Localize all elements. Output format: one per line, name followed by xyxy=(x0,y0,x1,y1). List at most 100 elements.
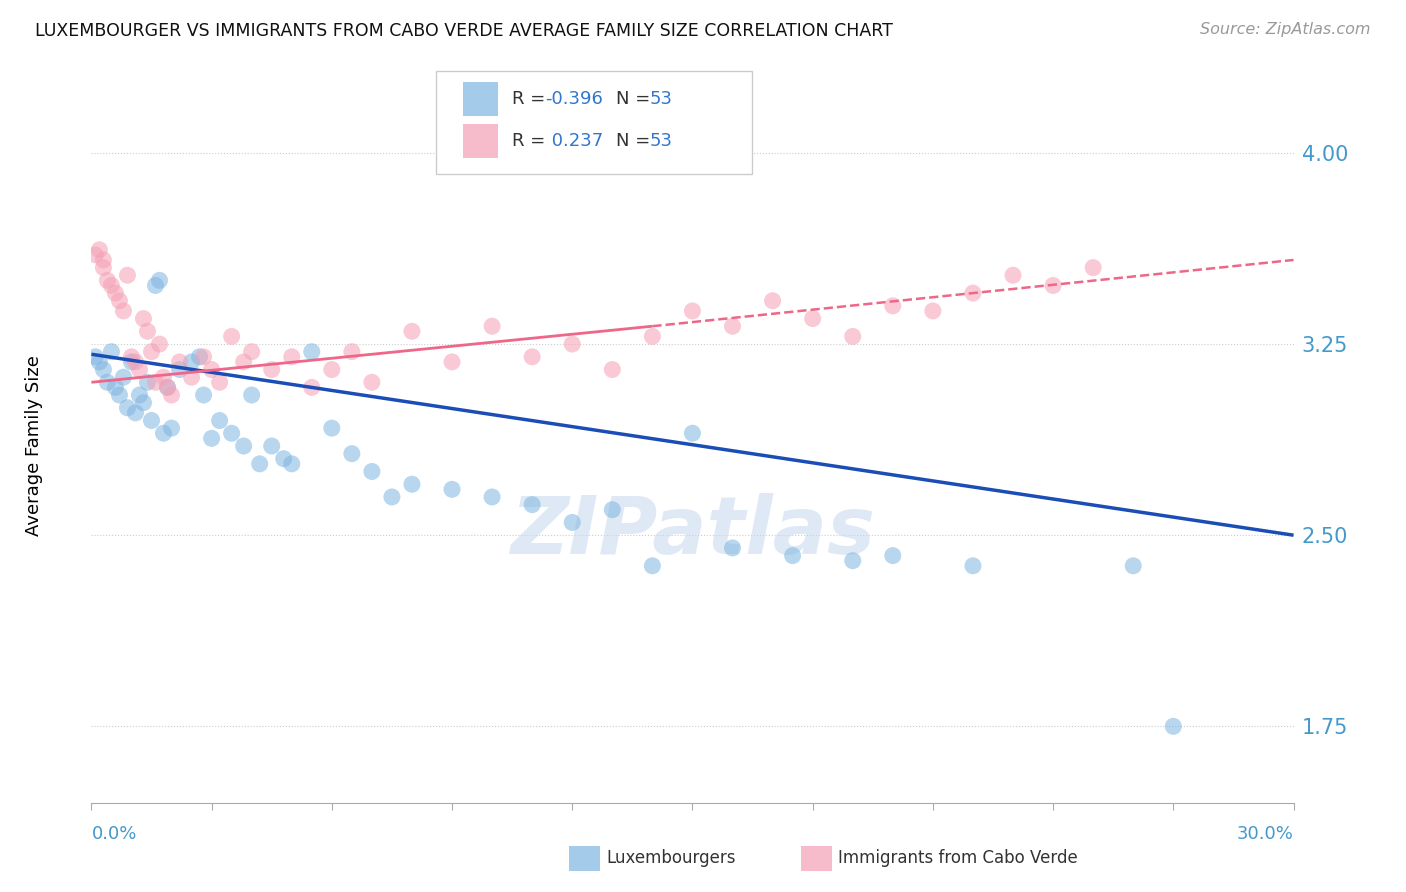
Text: 0.237: 0.237 xyxy=(546,132,603,150)
Point xyxy=(108,388,131,402)
Text: N =: N = xyxy=(616,90,655,108)
Point xyxy=(1042,278,1064,293)
Point xyxy=(641,558,664,573)
Text: Luxembourgers: Luxembourgers xyxy=(606,849,735,867)
Point xyxy=(240,344,263,359)
Point xyxy=(160,388,183,402)
Point xyxy=(360,376,382,390)
Point xyxy=(1163,719,1185,733)
Text: 53: 53 xyxy=(650,132,672,150)
Point xyxy=(340,447,363,461)
Point xyxy=(721,319,744,334)
Point xyxy=(381,490,404,504)
Point xyxy=(180,355,202,369)
Point xyxy=(340,344,363,359)
Point xyxy=(117,268,139,283)
Point xyxy=(132,311,155,326)
Point xyxy=(89,243,111,257)
Point xyxy=(602,502,624,516)
Point xyxy=(148,273,170,287)
Point xyxy=(882,549,904,563)
Point xyxy=(401,324,423,338)
Point xyxy=(782,549,804,563)
Point xyxy=(145,376,167,390)
Point xyxy=(561,337,583,351)
Point xyxy=(141,413,163,427)
Text: ZIPatlas: ZIPatlas xyxy=(510,492,875,571)
Point xyxy=(249,457,271,471)
Point xyxy=(121,355,143,369)
Point xyxy=(1001,268,1024,283)
Point xyxy=(84,350,107,364)
Point xyxy=(841,554,863,568)
Point xyxy=(522,350,544,364)
Point xyxy=(1083,260,1105,275)
Point xyxy=(232,355,254,369)
Point xyxy=(221,426,243,441)
Point xyxy=(522,498,544,512)
Point xyxy=(561,516,583,530)
Point xyxy=(321,362,343,376)
Point xyxy=(152,426,174,441)
Point xyxy=(401,477,423,491)
Point xyxy=(481,319,503,334)
Point xyxy=(301,344,323,359)
Point xyxy=(141,344,163,359)
Point xyxy=(117,401,139,415)
Text: N =: N = xyxy=(616,132,655,150)
Point xyxy=(721,541,744,555)
Text: 0.0%: 0.0% xyxy=(91,825,136,843)
Point xyxy=(136,376,159,390)
Point xyxy=(169,362,191,376)
Point xyxy=(922,304,945,318)
Point xyxy=(193,388,215,402)
Text: 30.0%: 30.0% xyxy=(1237,825,1294,843)
Point xyxy=(301,380,323,394)
Point xyxy=(128,388,150,402)
Text: -0.396: -0.396 xyxy=(546,90,603,108)
Point xyxy=(108,293,131,308)
Point xyxy=(193,350,215,364)
Point xyxy=(160,421,183,435)
Point xyxy=(762,293,785,308)
Text: Immigrants from Cabo Verde: Immigrants from Cabo Verde xyxy=(838,849,1078,867)
Point xyxy=(641,329,664,343)
Point xyxy=(124,355,146,369)
Point xyxy=(882,299,904,313)
Point xyxy=(281,457,304,471)
Point xyxy=(962,286,984,301)
Point xyxy=(440,483,463,497)
Point xyxy=(145,278,167,293)
Point xyxy=(1122,558,1144,573)
Text: 53: 53 xyxy=(650,90,672,108)
Point xyxy=(602,362,624,376)
Text: LUXEMBOURGER VS IMMIGRANTS FROM CABO VERDE AVERAGE FAMILY SIZE CORRELATION CHART: LUXEMBOURGER VS IMMIGRANTS FROM CABO VER… xyxy=(35,22,893,40)
Point xyxy=(681,426,703,441)
Point xyxy=(201,431,224,445)
Point xyxy=(360,465,382,479)
Point xyxy=(208,413,231,427)
Point xyxy=(84,248,107,262)
Point xyxy=(148,337,170,351)
Point xyxy=(801,311,824,326)
Point xyxy=(156,380,179,394)
Point xyxy=(156,380,179,394)
Point xyxy=(201,362,224,376)
Point xyxy=(132,395,155,409)
Point xyxy=(221,329,243,343)
Point xyxy=(152,370,174,384)
Text: R =: R = xyxy=(512,90,551,108)
Point xyxy=(481,490,503,504)
Point xyxy=(100,344,122,359)
Point xyxy=(962,558,984,573)
Point xyxy=(240,388,263,402)
Point xyxy=(93,252,115,267)
Point xyxy=(188,350,211,364)
Text: Average Family Size: Average Family Size xyxy=(25,356,42,536)
Point xyxy=(180,370,202,384)
Point xyxy=(208,376,231,390)
Point xyxy=(89,355,111,369)
Point xyxy=(100,278,122,293)
Point xyxy=(128,362,150,376)
Text: R =: R = xyxy=(512,132,551,150)
